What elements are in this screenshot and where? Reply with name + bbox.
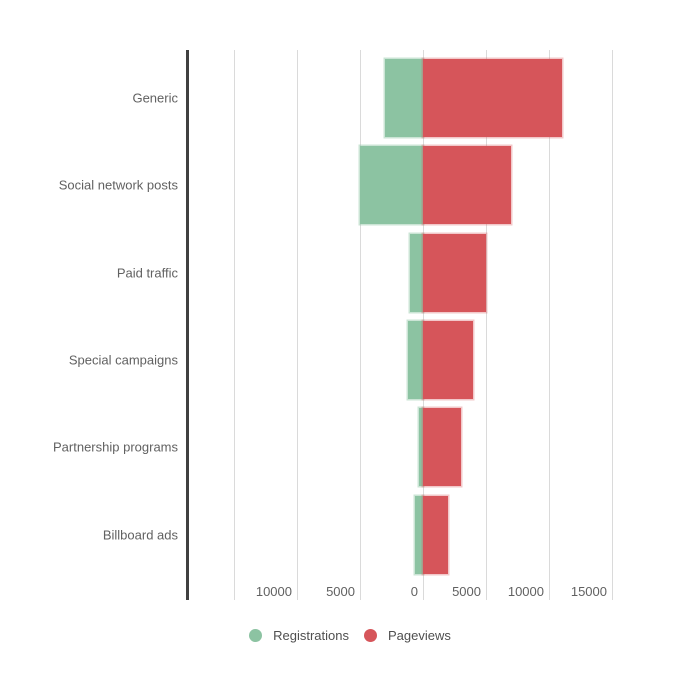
- bar-pageviews-social-network-posts[interactable]: [423, 146, 512, 225]
- legend-label: Pageviews: [388, 628, 451, 643]
- category-label: Social network posts: [58, 177, 178, 193]
- gridline: [485, 50, 487, 600]
- bar-registrations-partnership-programs[interactable]: [419, 408, 423, 487]
- gridline: [548, 50, 550, 600]
- bar-registrations-special-campaigns[interactable]: [407, 320, 423, 399]
- category-label: Generic: [132, 90, 178, 106]
- gridline: [611, 50, 613, 600]
- x-axis-tick-label: 10000: [255, 584, 292, 599]
- gridline: [296, 50, 298, 600]
- bar-registrations-social-network-posts[interactable]: [360, 146, 423, 225]
- y-axis-line: [186, 50, 189, 600]
- x-axis-tick-label: 0: [410, 584, 418, 599]
- category-label: Billboard ads: [102, 527, 178, 542]
- category-label: Special campaigns: [68, 352, 178, 368]
- bar-pageviews-paid-traffic[interactable]: [423, 233, 486, 312]
- bar-registrations-billboard-ads[interactable]: [415, 495, 423, 574]
- bar-registrations-generic[interactable]: [385, 59, 423, 137]
- legend-dot-icon: [364, 629, 377, 642]
- legend-dot-icon: [249, 629, 263, 642]
- bar-pageviews-special-campaigns[interactable]: [423, 320, 474, 399]
- bar-pageviews-partnership-programs[interactable]: [423, 408, 461, 487]
- x-axis-tick-label: 5000: [326, 584, 355, 599]
- bar-pageviews-billboard-ads[interactable]: [423, 495, 449, 574]
- bar-registrations-paid-traffic[interactable]: [410, 233, 423, 312]
- category-label: Paid traffic: [116, 265, 178, 281]
- category-label: Partnership programs: [53, 439, 178, 455]
- legend-item-registrations[interactable]: Registrations: [249, 628, 349, 643]
- x-axis-tick-label: 5000: [452, 584, 481, 599]
- legend: Registrations Pageviews: [0, 628, 700, 643]
- legend-item-pageviews[interactable]: Pageviews: [364, 628, 451, 643]
- legend-label: Registrations: [273, 628, 349, 643]
- x-axis-tick-label: 10000: [507, 584, 544, 599]
- x-axis-tick-label: 15000: [570, 584, 607, 599]
- bar-pageviews-generic[interactable]: [423, 59, 562, 137]
- gridline: [233, 50, 235, 600]
- gridline: [359, 50, 361, 600]
